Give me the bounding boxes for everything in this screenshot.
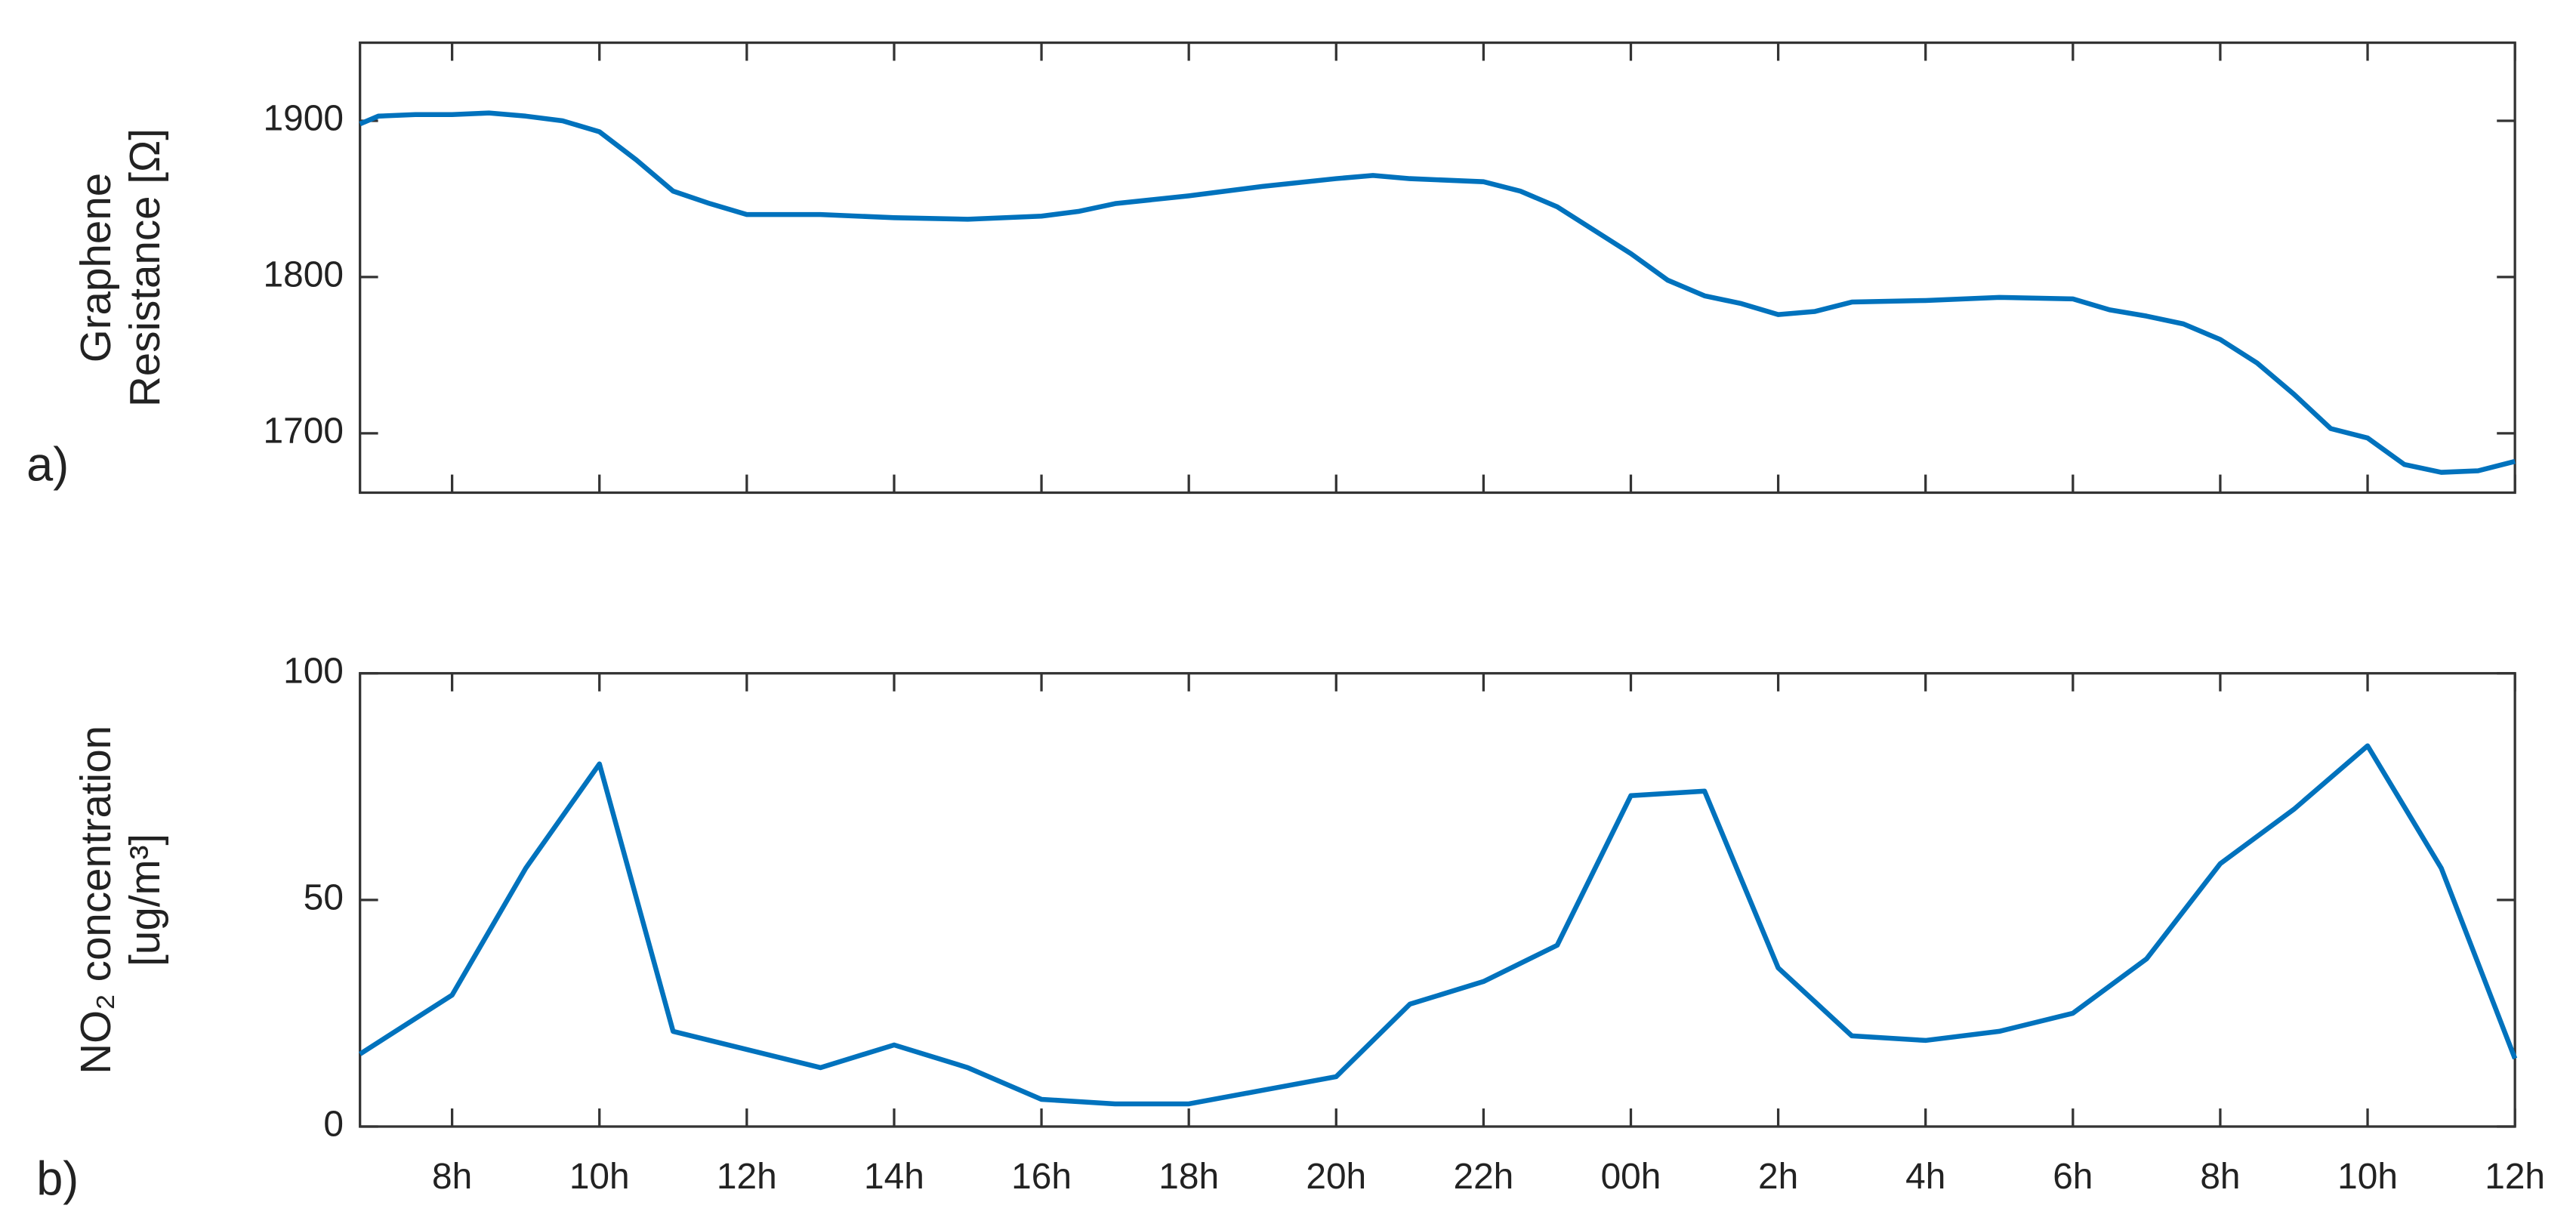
x-tick-label: 4h (1905, 1157, 1945, 1197)
y-tick-label: 0 (323, 1105, 344, 1145)
x-tick-label: 8h (432, 1157, 472, 1197)
x-tick-label: 10h (2337, 1157, 2398, 1197)
x-tick-label: 8h (2200, 1157, 2240, 1197)
y-tick-label: 1900 (264, 99, 344, 139)
x-tick-label: 2h (1758, 1157, 1798, 1197)
y-tick-label: 1800 (264, 255, 344, 295)
data-line (359, 110, 2516, 475)
data-line (358, 743, 2518, 1107)
panel-label: a) (26, 439, 69, 492)
y-axis-label: Resistance [Ω] (121, 128, 168, 407)
x-tick-label: 20h (1306, 1157, 1366, 1197)
x-tick-label: 6h (2053, 1157, 2093, 1197)
plot-frame (359, 41, 2516, 495)
y-axis-label: [ug/m³] (121, 834, 168, 966)
x-tick-label: 14h (864, 1157, 924, 1197)
x-tick-label: 18h (1158, 1157, 1219, 1197)
x-tick-label: 10h (569, 1157, 630, 1197)
x-tick-label: 12h (717, 1157, 777, 1197)
x-tick-label: 16h (1011, 1157, 1072, 1197)
x-tick-label: 12h (2485, 1157, 2545, 1197)
y-axis-label: Graphene (72, 173, 119, 362)
y-tick-label: 50 (304, 877, 344, 917)
y-axis-label: NO₂ concentration (72, 726, 119, 1074)
x-tick-label: 22h (1453, 1157, 1513, 1197)
y-tick-label: 100 (283, 651, 344, 691)
panel-label: b) (36, 1153, 79, 1206)
x-tick-label: 00h (1601, 1157, 1661, 1197)
y-tick-label: 1700 (264, 411, 344, 451)
